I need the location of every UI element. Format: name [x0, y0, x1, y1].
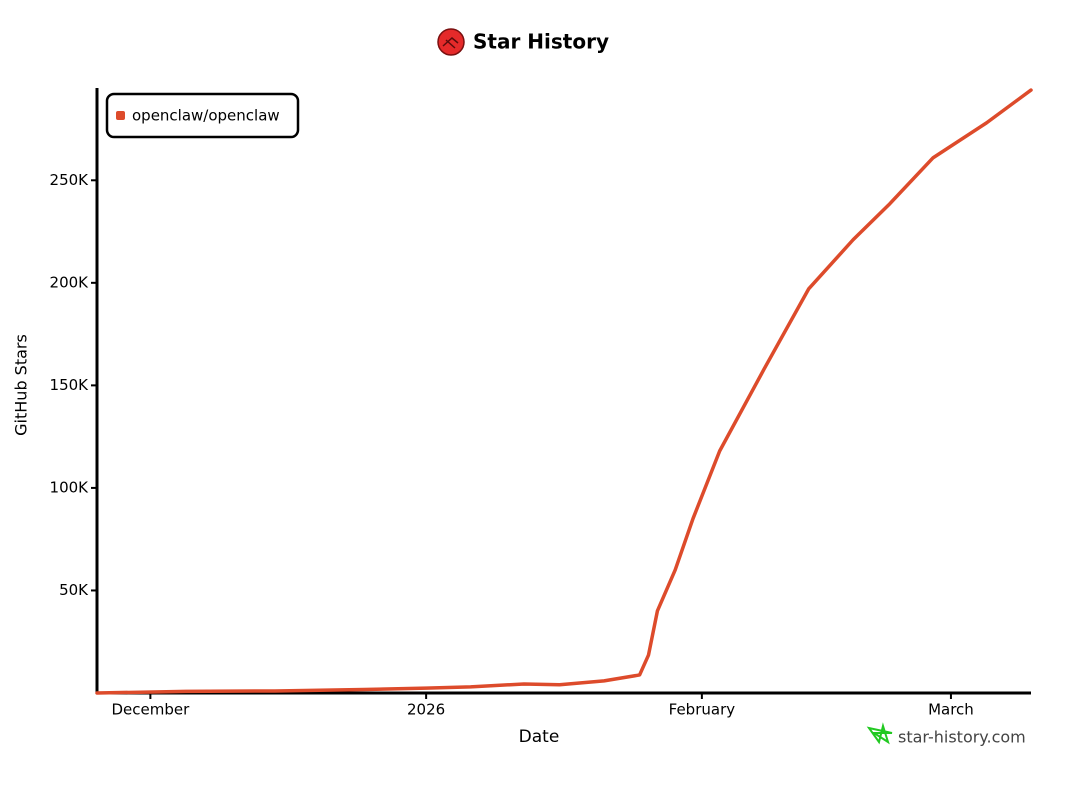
x-tick-label: February [669, 701, 736, 719]
x-tick-label: December [111, 701, 190, 719]
line-series [95, 88, 1033, 695]
y-tick-label: 50K [59, 581, 89, 599]
logo-mark [442, 37, 459, 49]
y-tick-label: 250K [50, 171, 90, 189]
legend-label: openclaw/openclaw [132, 107, 280, 125]
x-tick-label: 2026 [407, 701, 445, 719]
watermark-icon [866, 722, 893, 745]
legend-swatch [116, 111, 125, 120]
y-tick-label: 100K [50, 478, 90, 496]
y-axis-label: GitHub Stars [12, 334, 31, 436]
y-tick-label: 150K [50, 376, 90, 394]
watermark: star-history.com [898, 728, 1026, 747]
legend-box [105, 92, 300, 139]
chart-title: Star History [473, 30, 609, 54]
y-tick-label: 200K [50, 273, 90, 291]
x-axis-label: Date [519, 727, 560, 747]
logo [437, 28, 465, 56]
x-tick-label: March [928, 701, 974, 719]
